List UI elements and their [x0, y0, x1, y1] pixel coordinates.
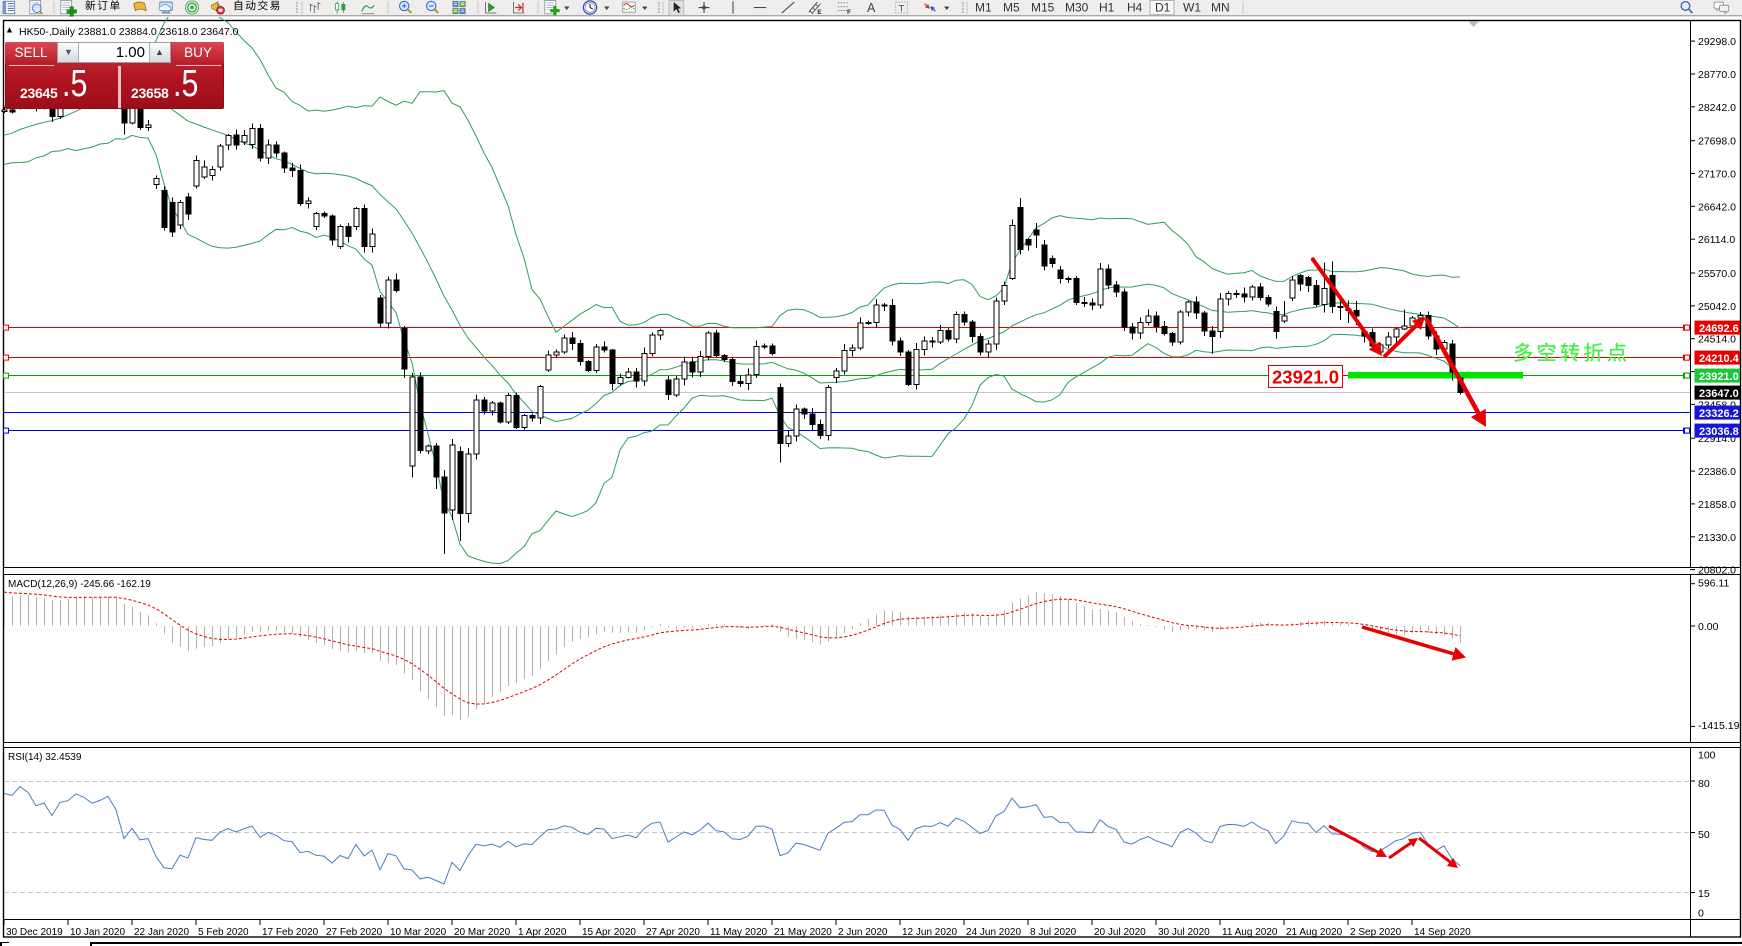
svg-text:M1: M1 [975, 0, 992, 14]
svg-text:10 Mar 2020: 10 Mar 2020 [390, 927, 447, 938]
svg-text:0.00: 0.00 [1698, 621, 1719, 633]
svg-text:26642.0: 26642.0 [1698, 201, 1736, 213]
svg-text:5 Feb 2020: 5 Feb 2020 [198, 927, 249, 938]
svg-text:M5: M5 [1003, 0, 1020, 14]
svg-text:15 Apr 2020: 15 Apr 2020 [582, 927, 636, 938]
svg-text:HK50-,Daily 23881.0 23884.0 2: HK50-,Daily 23881.0 23884.0 23618.0 2364… [19, 26, 239, 38]
svg-text:24210.4: 24210.4 [1699, 353, 1740, 365]
svg-text:50: 50 [1698, 829, 1710, 841]
svg-text:21330.0: 21330.0 [1698, 532, 1736, 544]
svg-text:▲: ▲ [5, 25, 14, 35]
svg-text:23647.0: 23647.0 [1699, 388, 1739, 400]
svg-text:23036.8: 23036.8 [1699, 426, 1739, 438]
svg-text:T: T [899, 3, 905, 13]
svg-text:11 Aug 2020: 11 Aug 2020 [1222, 927, 1278, 938]
svg-text:30 Dec 2019: 30 Dec 2019 [6, 927, 63, 938]
svg-text:25042.0: 25042.0 [1698, 301, 1736, 313]
svg-text:596.11: 596.11 [1698, 578, 1729, 590]
svg-text:2 Jun 2020: 2 Jun 2020 [838, 927, 888, 938]
svg-text:20 Jul 2020: 20 Jul 2020 [1094, 927, 1146, 938]
svg-text:MN: MN [1211, 0, 1230, 14]
svg-text:H4: H4 [1127, 0, 1143, 14]
svg-text:1 Apr 2020: 1 Apr 2020 [518, 927, 567, 938]
svg-text:11 May 2020: 11 May 2020 [710, 927, 768, 938]
svg-text:22386.0: 22386.0 [1698, 466, 1736, 478]
svg-text:M15: M15 [1031, 0, 1055, 14]
svg-text:27 Apr 2020: 27 Apr 2020 [646, 927, 700, 938]
svg-text:17 Feb 2020: 17 Feb 2020 [262, 927, 319, 938]
svg-text:20 Mar 2020: 20 Mar 2020 [454, 927, 511, 938]
svg-text:21858.0: 21858.0 [1698, 499, 1736, 511]
svg-text:25570.0: 25570.0 [1698, 268, 1736, 280]
svg-text:27170.0: 27170.0 [1698, 169, 1736, 181]
svg-text:W1: W1 [1183, 0, 1201, 14]
svg-text:27698.0: 27698.0 [1698, 136, 1736, 148]
svg-text:21 Aug 2020: 21 Aug 2020 [1286, 927, 1343, 938]
svg-text:80: 80 [1698, 778, 1710, 790]
svg-text:15: 15 [1698, 888, 1710, 900]
svg-text:D1: D1 [1155, 0, 1171, 14]
svg-text:10 Jan 2020: 10 Jan 2020 [70, 927, 125, 938]
svg-text:MACD(12,26,9) -245.66 -162.19: MACD(12,26,9) -245.66 -162.19 [8, 579, 151, 590]
svg-text:26114.0: 26114.0 [1698, 234, 1735, 246]
svg-text:21 May 2020: 21 May 2020 [774, 927, 832, 938]
svg-text:H1: H1 [1099, 0, 1115, 14]
svg-text:28242.0: 28242.0 [1698, 102, 1736, 114]
svg-text:12 Jun 2020: 12 Jun 2020 [902, 927, 957, 938]
svg-text:8 Jul 2020: 8 Jul 2020 [1030, 927, 1077, 938]
svg-text:29298.0: 29298.0 [1698, 36, 1736, 48]
svg-text:100: 100 [1698, 749, 1716, 761]
svg-text:20802.0: 20802.0 [1698, 565, 1736, 577]
svg-text:A: A [867, 1, 876, 15]
svg-text:0: 0 [1698, 908, 1704, 920]
svg-text:E: E [817, 9, 821, 16]
svg-text:22 Jan 2020: 22 Jan 2020 [134, 927, 189, 938]
svg-text:2 Sep 2020: 2 Sep 2020 [1350, 927, 1402, 938]
svg-text:28770.0: 28770.0 [1698, 69, 1736, 81]
svg-text:23921.0: 23921.0 [1272, 367, 1339, 388]
svg-text:F: F [847, 9, 851, 16]
svg-text:30 Jul 2020: 30 Jul 2020 [1158, 927, 1210, 938]
svg-text:24514.0: 24514.0 [1698, 334, 1736, 346]
svg-text:M30: M30 [1065, 0, 1089, 14]
svg-text:24 Jun 2020: 24 Jun 2020 [966, 927, 1021, 938]
svg-text:RSI(14) 32.4539: RSI(14) 32.4539 [8, 752, 82, 763]
svg-text:-1415.19: -1415.19 [1698, 720, 1740, 732]
svg-text:23326.2: 23326.2 [1699, 408, 1739, 420]
svg-text:24692.6: 24692.6 [1699, 323, 1739, 335]
svg-text:27 Feb 2020: 27 Feb 2020 [326, 927, 383, 938]
svg-text:14 Sep 2020: 14 Sep 2020 [1414, 927, 1471, 938]
svg-text:23921.0: 23921.0 [1699, 371, 1739, 383]
